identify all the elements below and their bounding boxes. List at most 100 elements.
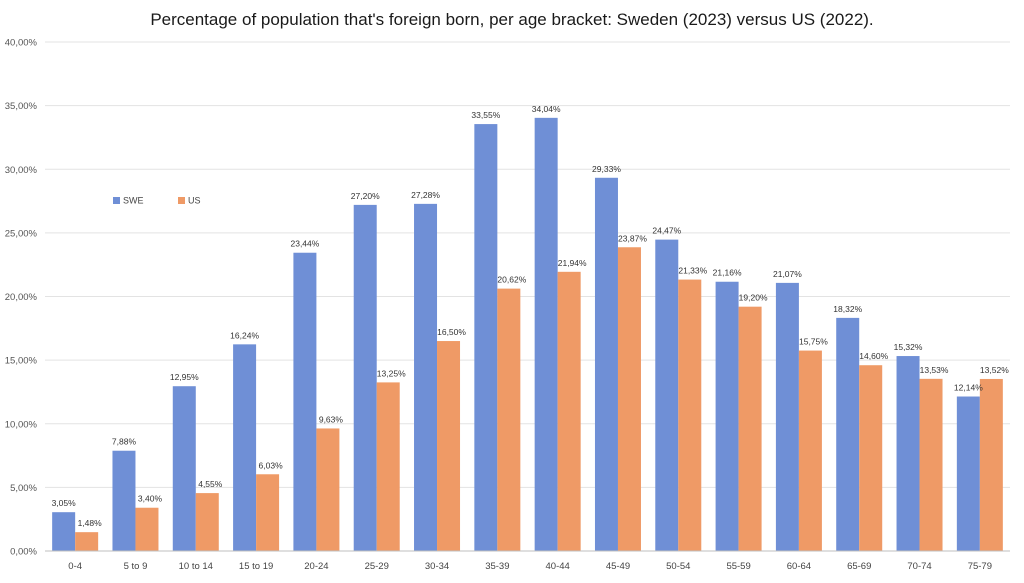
- y-tick-label: 35,00%: [5, 101, 38, 112]
- x-tick-label: 50-54: [666, 561, 690, 572]
- us-bar: [738, 306, 762, 551]
- us-bar: [919, 378, 943, 551]
- x-tick-label: 20-24: [304, 561, 328, 572]
- us-bar: [678, 279, 702, 551]
- us-data-label: 9,63%: [319, 414, 344, 424]
- swe-data-label: 33,55%: [471, 110, 500, 120]
- x-tick-label: 15 to 19: [239, 561, 273, 572]
- us-bar: [437, 341, 461, 551]
- swe-data-label: 21,07%: [773, 269, 802, 279]
- us-bar: [617, 247, 641, 551]
- x-tick-label: 5 to 9: [124, 561, 148, 572]
- us-data-label: 6,03%: [259, 460, 284, 470]
- swe-legend-label: SWE: [123, 196, 144, 206]
- swe-bar: [52, 512, 76, 551]
- bars-layer: [52, 117, 1003, 552]
- us-data-label: 19,20%: [739, 293, 768, 303]
- x-tick-label: 60-64: [787, 561, 811, 572]
- swe-bar: [293, 252, 317, 551]
- swe-data-label: 15,32%: [894, 342, 923, 352]
- us-bar: [195, 493, 219, 551]
- x-tick-label: 65-69: [847, 561, 871, 572]
- swe-bar: [353, 204, 377, 551]
- y-tick-label: 10,00%: [5, 419, 38, 430]
- y-tick-label: 5,00%: [10, 483, 37, 494]
- x-tick-label: 0-4: [68, 561, 82, 572]
- us-data-label: 21,94%: [558, 258, 587, 268]
- swe-data-label: 29,33%: [592, 164, 621, 174]
- swe-data-label: 21,16%: [713, 268, 742, 278]
- legend: SWE US: [113, 196, 201, 206]
- swe-bar: [655, 239, 679, 551]
- us-bar: [497, 288, 521, 551]
- swe-bar: [172, 386, 196, 551]
- y-tick-label: 20,00%: [5, 292, 38, 303]
- us-bar: [798, 350, 822, 551]
- swe-data-label: 24,47%: [652, 226, 681, 236]
- y-tick-label: 40,00%: [5, 38, 38, 49]
- x-tick-label: 30-34: [425, 561, 449, 572]
- us-data-label: 14,60%: [859, 351, 888, 361]
- us-bar: [75, 532, 99, 551]
- swe-bar: [896, 356, 920, 551]
- us-data-label: 15,75%: [799, 337, 828, 347]
- swe-data-label: 34,04%: [532, 104, 561, 114]
- swe-bar: [594, 177, 618, 551]
- us-data-label: 13,52%: [980, 365, 1009, 375]
- swe-data-label: 3,05%: [52, 498, 77, 508]
- us-bar: [859, 365, 883, 551]
- us-bar: [135, 507, 159, 551]
- us-data-label: 13,53%: [920, 365, 949, 375]
- us-bar: [557, 271, 581, 551]
- labels-layer: 3,05%1,48% 7,88% 3,40% 12,95% 4,55% 16,24% 6,0…: [52, 104, 1010, 528]
- us-data-label: 13,25%: [377, 368, 406, 378]
- x-tick-label: 10 to 14: [179, 561, 213, 572]
- us-data-label: 16,50%: [437, 327, 466, 337]
- x-tick-label: 35-39: [485, 561, 509, 572]
- swe-bar: [474, 124, 498, 552]
- x-tick-label: 45-49: [606, 561, 630, 572]
- swe-bar: [414, 203, 438, 551]
- swe-data-label: 7,88%: [112, 437, 137, 447]
- us-legend-swatch: [178, 197, 185, 204]
- us-data-label: 21,33%: [678, 266, 707, 276]
- us-data-label: 1,48%: [78, 518, 103, 528]
- swe-bar: [534, 117, 558, 551]
- us-bar: [256, 474, 280, 551]
- swe-data-label: 12,95%: [170, 372, 199, 382]
- us-data-label: 23,87%: [618, 233, 647, 243]
- chart-title: Percentage of population that's foreign …: [150, 10, 873, 29]
- grid-layer: [45, 41, 1010, 488]
- us-bar: [376, 382, 400, 551]
- swe-bar: [956, 396, 980, 551]
- swe-data-label: 16,24%: [230, 330, 259, 340]
- us-data-label: 4,55%: [198, 479, 223, 489]
- swe-data-label: 23,44%: [290, 239, 319, 249]
- us-bar: [316, 428, 340, 551]
- y-tick-label: 25,00%: [5, 228, 38, 239]
- x-tick-label: 75-79: [968, 561, 992, 572]
- x-tick-label: 70-74: [907, 561, 931, 572]
- x-tick-label: 25-29: [365, 561, 389, 572]
- y-tick-label: 15,00%: [5, 356, 38, 367]
- swe-legend-swatch: [113, 197, 120, 204]
- swe-data-label: 27,20%: [351, 191, 380, 201]
- swe-bar: [233, 344, 257, 551]
- us-legend-label: US: [188, 196, 201, 206]
- swe-data-label: 12,14%: [954, 383, 983, 393]
- us-data-label: 3,40%: [138, 494, 163, 504]
- swe-bar: [836, 317, 860, 551]
- swe-data-label: 18,32%: [833, 304, 862, 314]
- x-tick-label: 40-44: [546, 561, 570, 572]
- swe-bar: [775, 282, 799, 551]
- swe-data-label: 27,28%: [411, 190, 440, 200]
- swe-bar: [112, 450, 136, 551]
- x-tick-label: 55-59: [726, 561, 750, 572]
- us-data-label: 20,62%: [497, 275, 526, 285]
- us-bar: [979, 378, 1003, 551]
- y-tick-label: 0,00%: [10, 547, 37, 558]
- swe-bar: [715, 281, 739, 551]
- axis-layer: 0,00% 5,00% 10,00% 15,00% 20,00% 25,00% 30,00%…: [5, 38, 1010, 572]
